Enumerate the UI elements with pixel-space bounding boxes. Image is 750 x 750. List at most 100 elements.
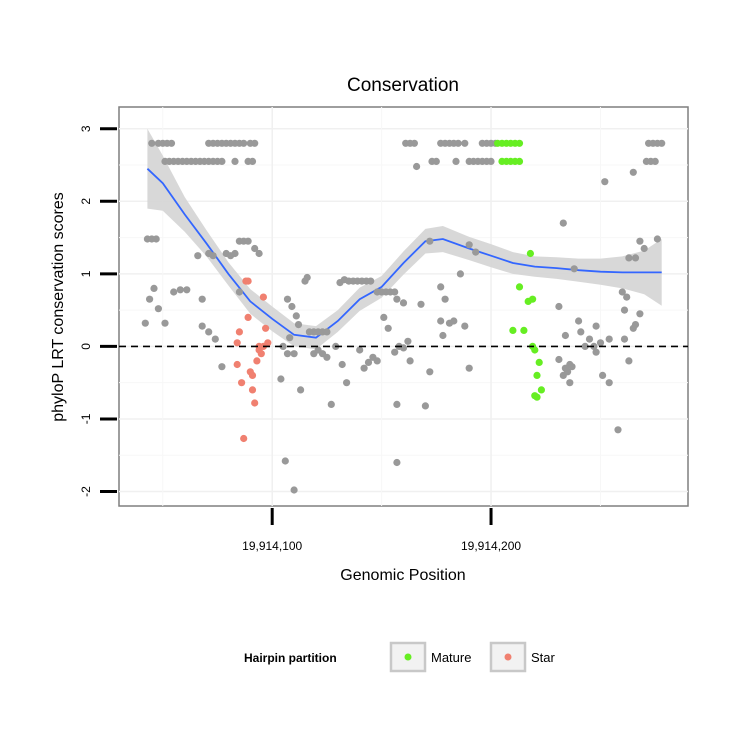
point-other — [629, 168, 637, 176]
point-other — [625, 357, 633, 365]
legend-key-star-dot — [504, 653, 512, 661]
point-other — [620, 306, 629, 314]
point-star — [235, 328, 243, 336]
legend: Hairpin partition Mature Star — [244, 641, 556, 673]
x-tick-label: 19,914,200 — [461, 539, 521, 553]
point-mature — [529, 295, 537, 303]
y-tick-label: -1 — [79, 413, 93, 424]
point-other — [439, 331, 447, 340]
point-other — [255, 249, 263, 258]
legend-entry-star: Star — [489, 641, 556, 673]
point-mature — [515, 283, 524, 291]
point-other — [152, 235, 160, 243]
point-other — [356, 346, 364, 354]
point-other — [198, 322, 206, 330]
point-star — [262, 324, 270, 332]
point-other — [620, 335, 629, 343]
point-star — [233, 360, 241, 369]
x-axis: 19,914,100 19,914,200 — [242, 508, 521, 553]
point-other — [343, 379, 351, 387]
y-tick-label: 2 — [79, 198, 93, 205]
point-other — [472, 248, 480, 256]
point-other — [555, 355, 563, 364]
point-other — [288, 302, 296, 311]
point-other — [601, 178, 609, 186]
point-other — [161, 319, 169, 327]
x-tick-label: 19,914,100 — [242, 539, 302, 553]
point-other — [294, 321, 303, 329]
point-other — [251, 244, 259, 253]
point-other — [625, 254, 633, 262]
point-other — [421, 402, 429, 410]
point-other — [640, 244, 648, 253]
point-other — [364, 358, 373, 366]
legend-key-star-box — [489, 641, 527, 673]
point-other — [465, 364, 473, 372]
point-other — [596, 339, 605, 347]
point-mature — [537, 386, 546, 394]
point-other — [286, 334, 294, 342]
point-other — [393, 458, 401, 467]
point-mature — [509, 326, 517, 334]
point-other — [636, 237, 644, 245]
point-other — [154, 305, 162, 313]
point-other — [399, 344, 408, 352]
point-other — [461, 139, 469, 147]
point-other — [380, 313, 388, 321]
chart-title: Conservation — [347, 75, 459, 96]
point-other — [148, 139, 156, 147]
point-other — [570, 265, 578, 273]
legend-label-mature: Mature — [431, 650, 471, 665]
point-star — [233, 339, 241, 347]
point-other — [360, 364, 368, 372]
point-other — [283, 295, 292, 303]
point-other — [566, 379, 574, 387]
point-other — [146, 295, 154, 303]
point-other — [167, 139, 176, 147]
point-other — [605, 379, 613, 387]
point-other — [592, 348, 600, 356]
point-mature — [526, 249, 535, 258]
point-other — [283, 350, 292, 358]
point-other — [218, 157, 226, 165]
point-star — [264, 339, 272, 347]
point-other — [393, 295, 401, 303]
point-other — [176, 286, 184, 294]
point-other — [251, 139, 259, 147]
point-mature — [515, 139, 524, 147]
point-star — [253, 357, 261, 365]
point-other — [653, 235, 662, 243]
point-other — [244, 237, 252, 245]
x-axis-title: Genomic Position — [340, 567, 465, 584]
point-other — [194, 252, 202, 260]
point-other — [631, 254, 640, 262]
point-mature — [533, 393, 541, 401]
point-other — [292, 312, 300, 320]
point-other — [651, 157, 659, 165]
point-other — [631, 321, 640, 329]
point-other — [277, 375, 285, 383]
point-other — [450, 317, 458, 325]
point-other — [585, 335, 594, 343]
point-other — [417, 300, 425, 308]
point-other — [198, 295, 206, 303]
point-other — [592, 322, 600, 330]
point-other — [170, 288, 178, 296]
point-other — [209, 252, 217, 260]
point-other — [150, 284, 158, 292]
point-mature — [520, 326, 528, 334]
point-other — [384, 324, 392, 332]
plot-panel-border — [118, 106, 689, 507]
y-axis-title: phyloP LRT conservation scores — [50, 192, 67, 421]
point-mature — [531, 346, 539, 354]
point-other — [290, 486, 298, 494]
point-other — [281, 457, 289, 465]
point-other — [581, 342, 589, 350]
point-other — [367, 277, 375, 285]
plot-panel — [118, 106, 689, 507]
legend-key-mature-box — [389, 641, 427, 673]
y-tick-label: -2 — [79, 486, 93, 497]
point-other — [658, 139, 666, 147]
point-other — [575, 317, 583, 325]
